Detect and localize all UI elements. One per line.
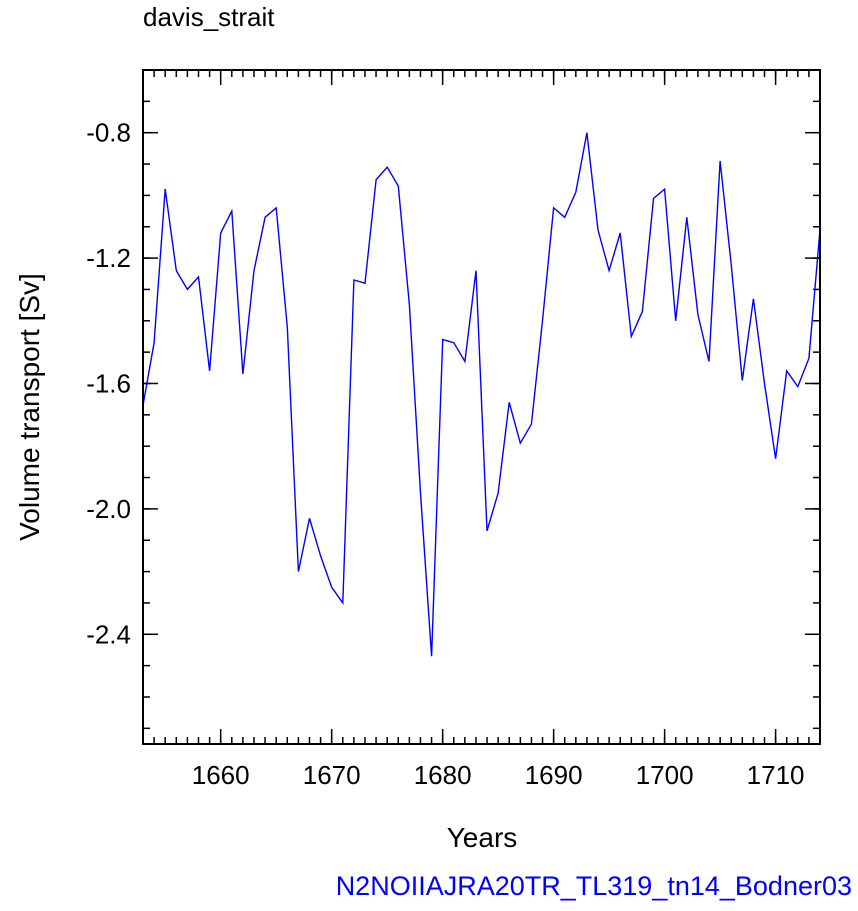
x-tick-label: 1710 xyxy=(747,760,805,790)
x-major-ticks xyxy=(219,70,777,744)
y-tick-label: -1.6 xyxy=(86,368,131,398)
x-tick-label: 1670 xyxy=(303,760,361,790)
series-line xyxy=(142,132,821,657)
y-axis-label: Volume transport [Sv] xyxy=(14,273,45,541)
x-tick-labels: 1660 1670 1680 1690 1700 1710 xyxy=(192,760,805,790)
x-tick-label: 1690 xyxy=(525,760,583,790)
y-tick-label: -2.4 xyxy=(86,619,131,649)
x-tick-label: 1700 xyxy=(636,760,694,790)
y-tick-label: -1.2 xyxy=(86,243,131,273)
x-tick-label: 1680 xyxy=(414,760,472,790)
chart-title: davis_strait xyxy=(143,2,275,32)
y-tick-label: -0.8 xyxy=(86,118,131,148)
y-tick-label: -2.0 xyxy=(86,494,131,524)
y-major-ticks xyxy=(143,131,820,636)
y-tick-labels: -2.4 -2.0 -1.6 -1.2 -0.8 xyxy=(86,118,131,650)
x-tick-label: 1660 xyxy=(192,760,250,790)
footer-caption: N2NOIIAJRA20TR_TL319_tn14_Bodner03 xyxy=(335,871,852,901)
plot-frame xyxy=(142,69,821,745)
x-axis-label: Years xyxy=(446,822,518,853)
